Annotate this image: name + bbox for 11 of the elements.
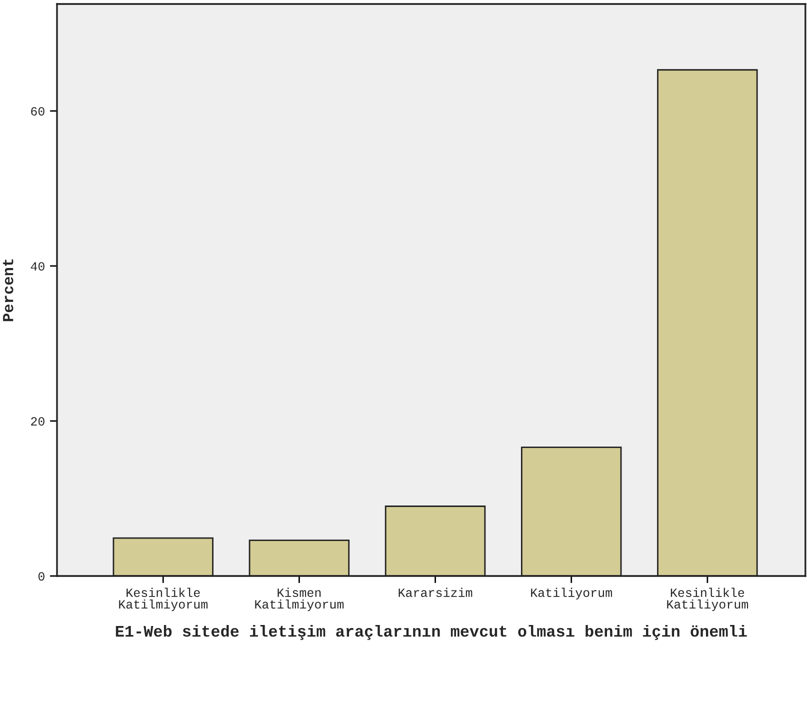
x-tick-label: Kararsizim [398,588,472,597]
y-axis-title: Percent [2,259,14,322]
x-tick-label: Katiliyorum [531,588,612,600]
x-tick-label: Kesinlikle Katiliyorum [667,588,748,612]
x-tick-label: Kismen Katilmiyorum [255,588,344,612]
y-tick-label: 20 [31,417,44,426]
y-tick-label: 60 [31,107,44,116]
y-tick-label: 40 [30,262,44,271]
x-axis-title: E1-Web sitede iletişim araçlarının mevcut olması benim için önemli [116,625,747,640]
x-tick-label: Kesinlikle Katilmiyorum [119,588,208,612]
y-tick-label: 0 [38,572,44,581]
